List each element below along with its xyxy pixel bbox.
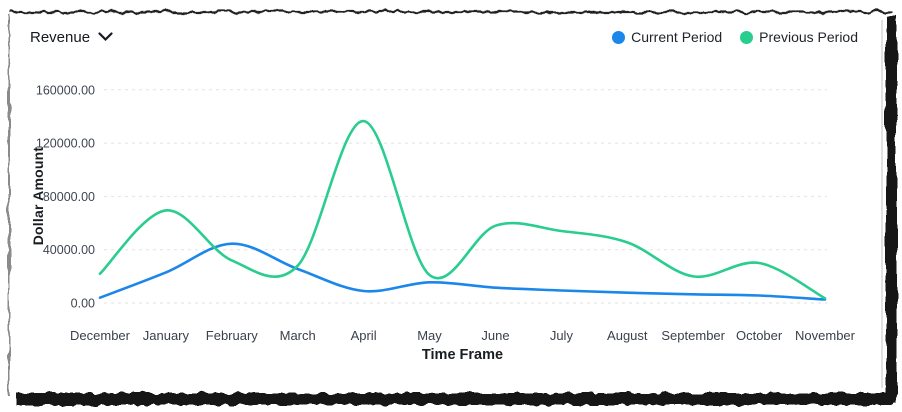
y-tick-label: 120000.00	[36, 137, 95, 151]
x-tick-label: October	[736, 328, 783, 343]
legend-dot-icon	[740, 30, 754, 44]
metric-dropdown-value: Revenue	[30, 28, 91, 46]
series-line-previous-period[interactable]	[98, 119, 827, 300]
x-tick-label: September	[661, 328, 725, 343]
legend-label: Current Period	[631, 29, 723, 45]
legend-item-previous-period[interactable]: Previous Period	[740, 29, 858, 45]
x-tick-label: April	[351, 328, 377, 343]
y-tick-label: 40000.00	[43, 243, 95, 257]
chart-header: Revenue Current Period Previous Period	[30, 26, 858, 48]
x-tick-label: June	[481, 328, 509, 343]
x-tick-label: May	[417, 328, 442, 343]
x-tick-label: August	[607, 328, 648, 343]
x-tick-label: December	[70, 328, 131, 343]
chevron-down-icon	[98, 32, 113, 42]
y-tick-label: 160000.00	[36, 83, 95, 97]
x-tick-label: January	[143, 328, 190, 343]
legend-dot-icon	[612, 30, 626, 44]
x-tick-label: November	[795, 328, 856, 343]
series-line-current-period[interactable]	[98, 242, 827, 301]
x-tick-label: July	[550, 328, 574, 343]
y-tick-label: 80000.00	[43, 190, 95, 204]
x-tick-label: March	[280, 328, 316, 343]
legend-label: Previous Period	[759, 29, 858, 45]
x-tick-label: February	[206, 328, 259, 343]
metric-dropdown[interactable]: Revenue	[30, 29, 113, 46]
y-axis-title: Dollar Amount	[30, 146, 46, 246]
x-axis-title: Time Frame	[421, 347, 504, 363]
chart-legend: Current Period Previous Period	[612, 29, 858, 45]
legend-item-current-period[interactable]: Current Period	[612, 29, 722, 45]
y-tick-label: 0.00	[71, 297, 95, 311]
